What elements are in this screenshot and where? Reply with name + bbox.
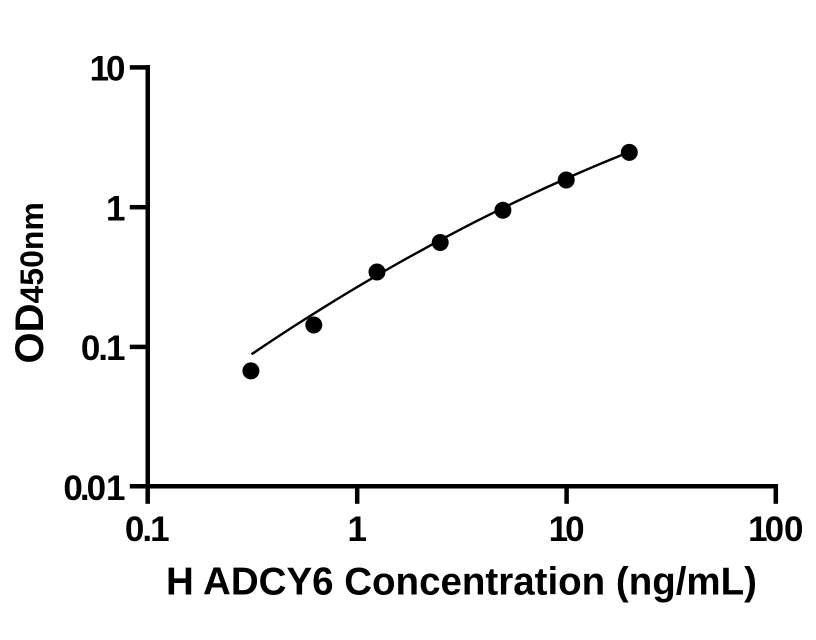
svg-text:1: 1 xyxy=(347,510,366,549)
svg-text:0.1: 0.1 xyxy=(81,329,126,368)
svg-text:H ADCY6 Concentration (ng/mL): H ADCY6 Concentration (ng/mL) xyxy=(166,561,757,604)
svg-text:10: 10 xyxy=(549,510,585,549)
svg-text:1: 1 xyxy=(106,189,125,228)
svg-text:0.01: 0.01 xyxy=(63,469,125,508)
svg-text:OD450nm: OD450nm xyxy=(8,202,52,363)
svg-text:100: 100 xyxy=(748,510,803,549)
svg-text:10: 10 xyxy=(90,50,126,89)
svg-text:0.1: 0.1 xyxy=(125,510,170,549)
